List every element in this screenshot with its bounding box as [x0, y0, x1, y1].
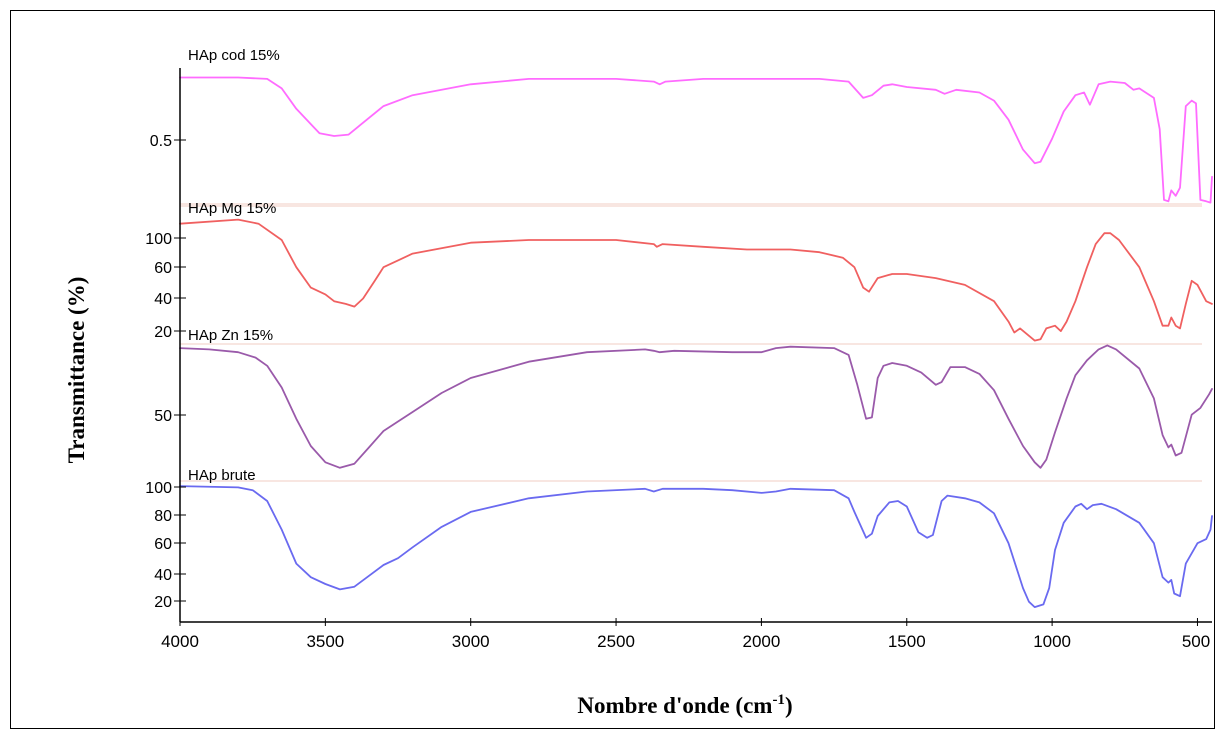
spectrum-line-hap-brute [179, 485, 1213, 608]
x-axis-title: Nombre d'onde (cm-1) [577, 692, 792, 718]
y-tick-label: 20 [154, 324, 172, 341]
x-tick-label: 4000 [161, 632, 199, 651]
x-tick-label: 1000 [1033, 632, 1071, 651]
y-axis-ticks: 0.5 100 60 40 20 50 100 80 60 40 20 [145, 133, 186, 611]
x-axis-ticks: 4000 3500 3000 2500 2000 1500 1000 500 [161, 618, 1210, 651]
figure-frame [10, 10, 1215, 729]
series-label-hap-brute: HAp brute [188, 467, 256, 484]
series-label-hap-zn-15: HAp Zn 15% [188, 327, 273, 344]
x-axis-title-superscript: -1 [772, 692, 785, 708]
y-tick-label: 40 [154, 291, 172, 308]
y-tick-label: 40 [154, 567, 172, 584]
series-label-hap-cod-15: HAp cod 15% [188, 47, 280, 64]
y-tick-label: 80 [154, 508, 172, 525]
y-tick-label: 20 [154, 594, 172, 611]
x-tick-label: 3500 [306, 632, 344, 651]
spectrum-line-hap-mg-15 [179, 218, 1213, 342]
y-axis-title: Transmittance (%) [64, 277, 89, 464]
x-tick-label: 2500 [597, 632, 635, 651]
spectrum-line-hap-cod-15 [179, 76, 1213, 204]
y-tick-label: 50 [154, 408, 172, 425]
y-tick-label: 0.5 [150, 133, 172, 150]
y-tick-label: 60 [154, 536, 172, 553]
plot-area: HAp cod 15% HAp Mg 15% HAp Zn 15% HAp brute [179, 47, 1213, 608]
y-tick-label: 100 [145, 231, 172, 248]
x-axis-title-text: Nombre d'onde (cm [577, 693, 772, 718]
x-tick-label: 1500 [888, 632, 926, 651]
spectrum-line-hap-zn-15 [179, 344, 1213, 469]
x-tick-label: 500 [1182, 632, 1210, 651]
y-tick-label: 100 [145, 480, 172, 497]
x-tick-label: 3000 [452, 632, 490, 651]
x-tick-label: 2000 [742, 632, 780, 651]
y-tick-label: 60 [154, 260, 172, 277]
series-label-hap-mg-15: HAp Mg 15% [188, 200, 276, 217]
x-axis-title-close: ) [785, 693, 793, 718]
